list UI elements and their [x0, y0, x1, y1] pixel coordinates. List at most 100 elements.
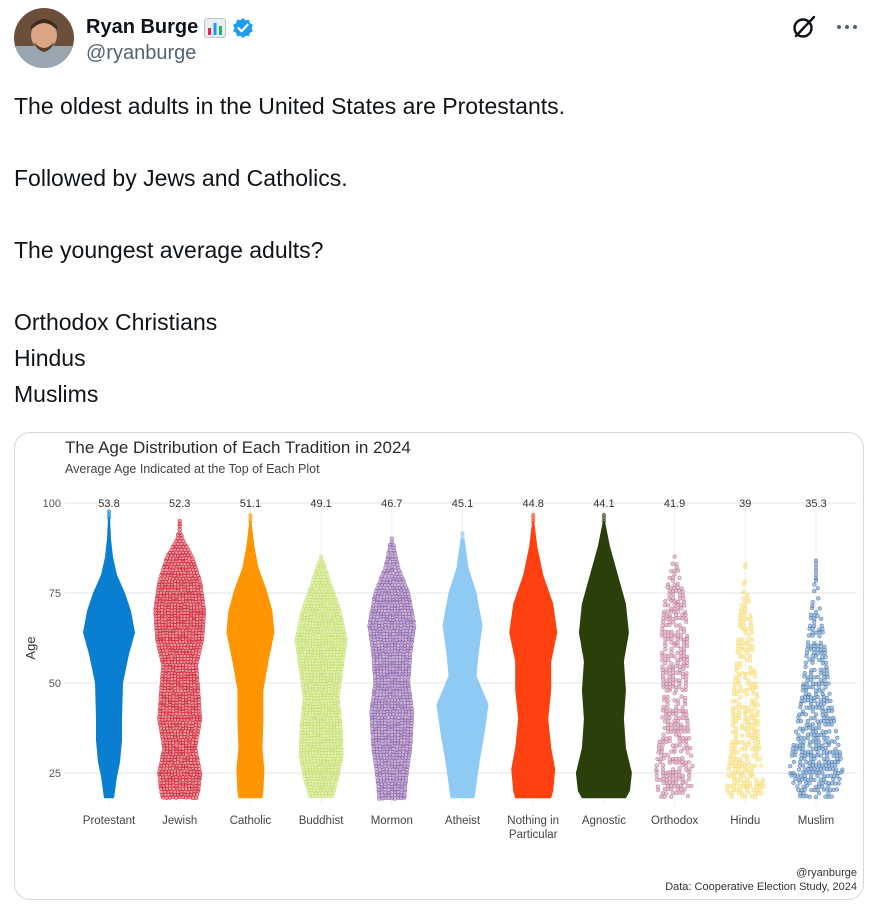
swarm-point	[743, 565, 748, 570]
tweet-text: The oldest adults in the United States a…	[14, 88, 854, 412]
swarm-point	[836, 742, 841, 748]
swarm-point	[177, 631, 182, 636]
swarm-point	[163, 670, 168, 676]
swarm-point	[817, 725, 822, 731]
swarm-point	[320, 568, 325, 574]
swarm-point	[157, 631, 163, 636]
swarm-point	[759, 763, 764, 768]
swarm-point	[186, 787, 192, 792]
swarm-point	[159, 683, 164, 688]
swarm-point	[683, 763, 689, 769]
swarm-point	[174, 558, 179, 563]
swarm-point	[190, 751, 196, 756]
swarm-point	[163, 772, 168, 777]
swarm-point	[166, 622, 171, 628]
swarm-point	[153, 611, 158, 616]
swarm-point	[182, 582, 187, 587]
swarm-buddhist	[294, 554, 348, 799]
grok-icon[interactable]	[791, 14, 817, 45]
swarm-point	[733, 698, 739, 703]
swarm-atheist	[436, 530, 489, 799]
swarm-shape	[509, 521, 558, 799]
swarm-point	[669, 794, 674, 799]
swarm-point	[182, 682, 187, 688]
swarm-point	[175, 653, 181, 659]
swarm-point	[171, 634, 176, 639]
swarm-point	[812, 777, 817, 783]
swarm-agnostic	[575, 512, 632, 799]
swarm-point	[654, 763, 659, 768]
swarm-point	[169, 755, 174, 760]
swarm-point	[684, 636, 690, 642]
swarm-point	[805, 640, 811, 645]
swarm-point	[166, 610, 171, 616]
swarm-point	[195, 789, 201, 794]
swarm-point	[736, 766, 741, 772]
swarm-point	[187, 720, 192, 725]
swarm-point	[196, 651, 201, 656]
swarm-point	[177, 565, 182, 570]
swarm-point	[159, 731, 165, 736]
swarm-point	[730, 790, 735, 795]
swarm-point	[163, 605, 168, 610]
swarm-point	[182, 728, 187, 734]
swarm-point	[741, 589, 746, 595]
swarm-point	[183, 783, 189, 788]
swarm-point	[180, 794, 186, 800]
swarm-point	[179, 579, 184, 584]
swarm-point	[666, 718, 671, 724]
swarm-point	[819, 650, 824, 655]
swarm-point	[196, 633, 202, 638]
swarm-point	[748, 783, 753, 789]
swarm-point	[159, 614, 165, 619]
swarm-point	[157, 622, 162, 627]
swarm-point	[743, 794, 748, 799]
swarm-point	[810, 660, 815, 665]
author-name[interactable]: Ryan Burge	[86, 16, 199, 38]
tweet-line: Followed by Jews and Catholics.	[14, 165, 348, 191]
avatar[interactable]	[14, 8, 74, 68]
swarm-point	[740, 733, 745, 738]
swarm-point	[175, 685, 181, 690]
swarm-point	[670, 620, 676, 625]
swarm-point	[172, 619, 178, 624]
chart-image[interactable]: 25 50 75 100 The Age Distribution of Each T…	[14, 432, 864, 900]
swarm-point	[159, 680, 165, 685]
swarm-point	[182, 613, 187, 619]
swarm-point	[746, 742, 751, 748]
swarm-point	[187, 706, 192, 711]
swarm-point	[157, 769, 162, 775]
swarm-point	[197, 709, 202, 714]
swarm-point	[406, 674, 411, 679]
swarm-point	[195, 731, 200, 736]
average-label: 53.8	[98, 498, 119, 510]
swarm-point	[162, 685, 167, 691]
swarm-point	[318, 592, 324, 597]
swarm-point	[735, 781, 740, 786]
swarm-point	[182, 676, 187, 682]
swarm-point	[674, 711, 679, 717]
swarm-point	[169, 758, 174, 763]
swarm-point	[160, 792, 165, 798]
swarm-point	[803, 660, 809, 665]
swarm-point	[675, 568, 681, 573]
more-options-icon[interactable]	[835, 15, 859, 44]
swarm-point	[667, 622, 672, 628]
author-handle[interactable]: @ryanburge	[86, 42, 197, 64]
swarm-point	[180, 596, 186, 601]
swarm-point	[684, 712, 689, 717]
swarm-point	[338, 724, 343, 729]
swarm-point	[190, 593, 195, 598]
swarm-point	[193, 745, 198, 751]
swarm-point	[185, 653, 191, 658]
swarm-point	[175, 729, 181, 734]
swarm-point	[820, 705, 825, 710]
average-label: 44.8	[522, 498, 543, 510]
swarm-point	[685, 722, 690, 727]
swarm-point	[744, 692, 750, 697]
swarm-point	[184, 662, 189, 667]
swarm-point	[737, 623, 742, 628]
swarm-point	[190, 726, 195, 731]
tweet-line: Muslims	[14, 381, 99, 407]
swarm-point	[196, 726, 201, 731]
